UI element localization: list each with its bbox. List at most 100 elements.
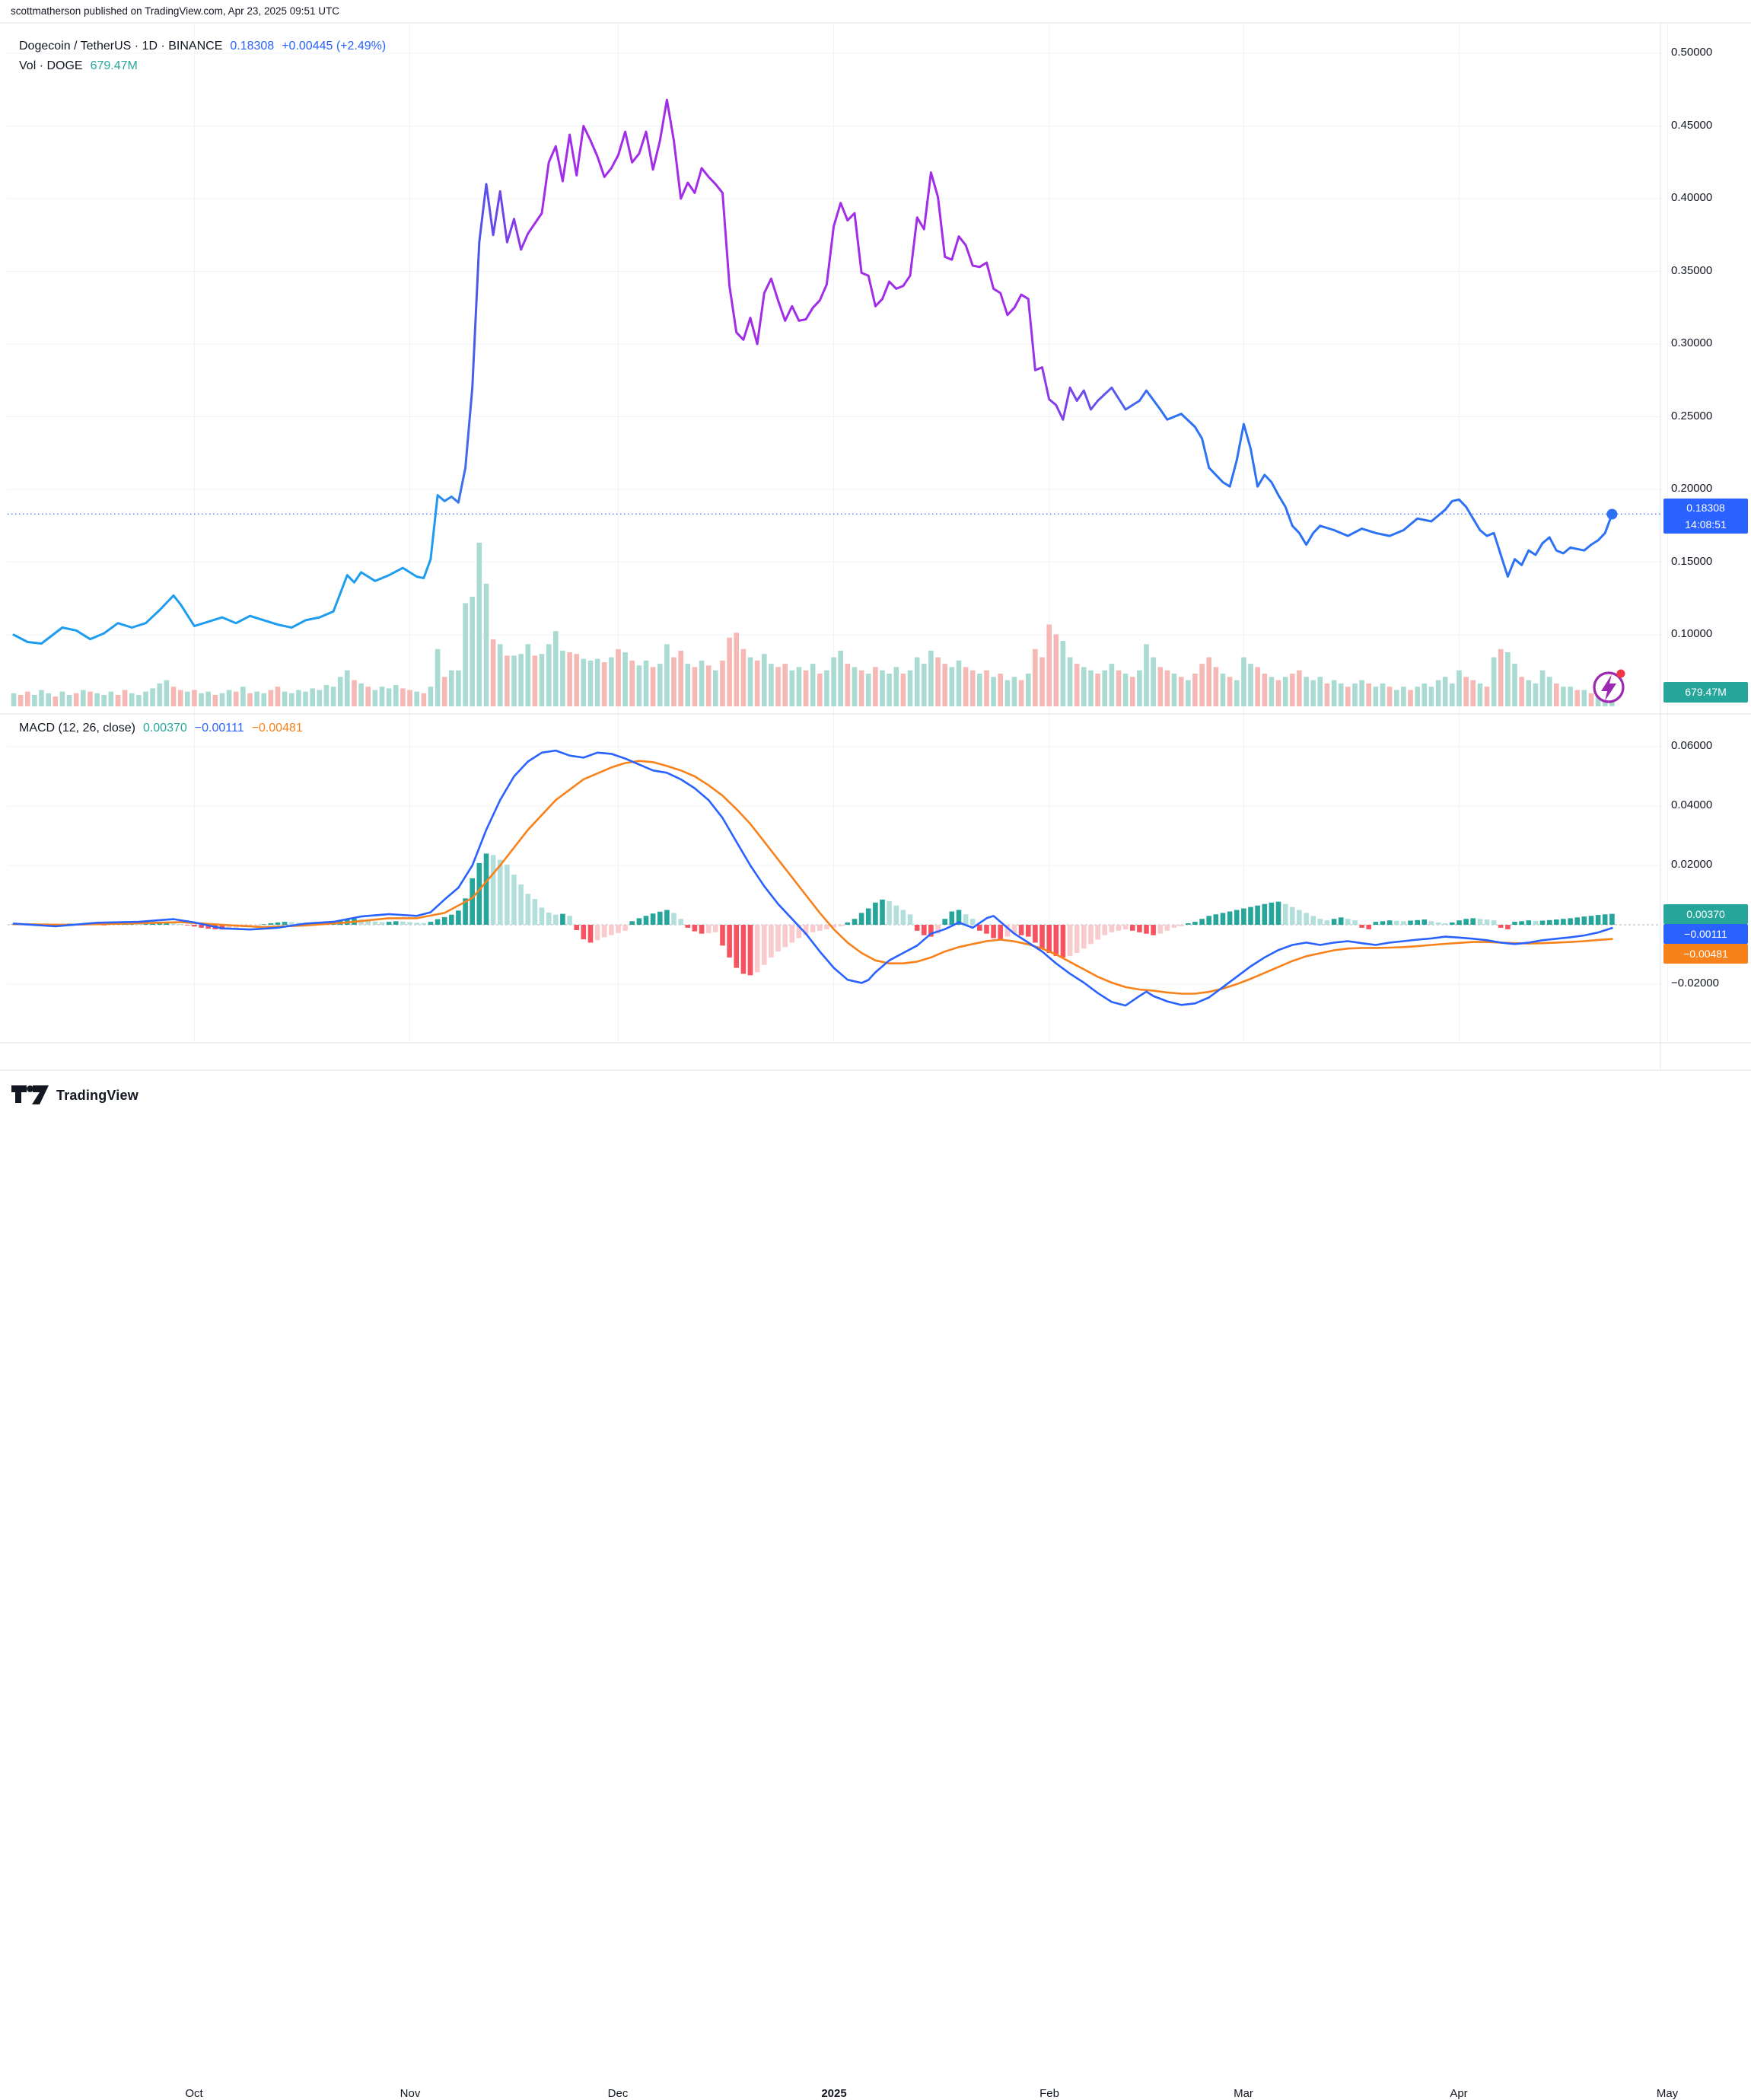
volume-bar (609, 658, 614, 707)
macd-histogram-bar (262, 924, 267, 925)
time-axis-label-may: May (1657, 2087, 1678, 2100)
volume-bar (143, 692, 148, 706)
macd-histogram-bar (991, 925, 996, 938)
macd-histogram-bar (1179, 925, 1184, 926)
time-axis-label-2025: 2025 (821, 2087, 846, 2100)
macd-histogram-bar (456, 910, 461, 925)
macd-histogram-bar (1095, 925, 1100, 940)
volume-bar (227, 690, 232, 707)
volume-bar (331, 687, 336, 706)
macd-histogram-bar (1248, 907, 1253, 925)
macd-histogram-bar (769, 925, 774, 958)
volume-bar (553, 631, 559, 706)
volume-bar (1255, 667, 1260, 706)
volume-bar (727, 638, 732, 706)
volume-bar (1429, 687, 1434, 706)
macd-histogram-bar (526, 894, 531, 925)
tradingview-published-chart: { "header": { "text": "scottmatherson pu… (0, 0, 1751, 1111)
macd-histogram-bar (1116, 925, 1122, 931)
macd-histogram-bar (1304, 913, 1309, 925)
volume-bar (518, 654, 524, 706)
macd-histogram-bar (1492, 920, 1497, 925)
macd-histogram-bar (414, 923, 419, 925)
macd-histogram-bar (1554, 919, 1559, 925)
volume-bar (1046, 625, 1052, 707)
macd-legend: MACD (12, 26, close)0.00370−0.00111−0.00… (19, 722, 303, 735)
volume-bar (616, 649, 621, 706)
volume-bar (32, 695, 37, 706)
volume-bar (1401, 687, 1406, 706)
time-axis-label-dec: Dec (608, 2087, 629, 2100)
volume-bar (53, 696, 59, 706)
macd-histogram-bar (762, 925, 767, 965)
volume-bar (734, 633, 739, 706)
volume-bar (970, 671, 976, 706)
macd-histogram-bar (533, 899, 538, 925)
volume-bar (1561, 687, 1566, 706)
volume-bar (158, 684, 163, 706)
volume-bar (171, 687, 177, 706)
volume-bar (435, 649, 441, 706)
macd-axis-label: −0.02000 (1671, 977, 1719, 989)
header-attribution: scottmatherson published on TradingView.… (11, 5, 339, 17)
macd-histogram-bar (1068, 925, 1073, 956)
volume-bar (957, 661, 962, 706)
macd-histogram-bar (1081, 925, 1087, 948)
tradingview-logo[interactable]: TradingView (11, 1084, 138, 1107)
volume-bar (164, 680, 170, 706)
macd-histogram-bar (1374, 922, 1379, 925)
volume-bar (797, 667, 802, 706)
volume-bar (88, 692, 93, 706)
macd-histogram-bar (1596, 915, 1601, 925)
macd-histogram-bar (435, 919, 441, 925)
events-lightning-button[interactable] (1594, 670, 1625, 703)
macd-histogram-bar (1054, 925, 1059, 956)
macd-histogram-bar (637, 918, 642, 925)
volume-bar (817, 674, 823, 706)
macd-histogram-bar (1366, 925, 1371, 929)
volume-bar (282, 692, 288, 706)
macd-histogram-bar (1519, 921, 1524, 925)
macd-histogram-bar (810, 925, 816, 932)
volume-bar (101, 695, 107, 706)
macd-histogram-bar (852, 919, 858, 925)
volume-bar (1519, 677, 1524, 706)
volume-bar (1144, 644, 1149, 706)
macd-hist-value: 0.00370 (143, 722, 187, 735)
volume-bar (414, 692, 419, 706)
macd-histogram-bar (1109, 925, 1115, 932)
volume-bar (1186, 680, 1191, 706)
volume-bar (1332, 680, 1337, 706)
volume-bar (671, 658, 677, 707)
macd-histogram-bar (1214, 914, 1219, 925)
macd-histogram-bar (1512, 922, 1517, 925)
volume-bar (116, 695, 121, 706)
macd-histogram-bar (470, 878, 475, 925)
volume-bar (39, 690, 44, 707)
volume-bar (1283, 677, 1288, 706)
volume-bar (407, 690, 412, 707)
chart-canvas[interactable] (0, 0, 1751, 1111)
volume-bar (588, 661, 594, 706)
macd-histogram-bar (1463, 919, 1469, 925)
volume-bar (1276, 680, 1281, 706)
time-axis-label-feb: Feb (1039, 2087, 1059, 2100)
volume-bar (1068, 658, 1073, 707)
volume-bar (449, 671, 454, 706)
current-price-value: 0.18308 (1663, 499, 1748, 516)
volume-bar (1227, 677, 1233, 706)
macd-histogram-bar (901, 910, 906, 926)
volume-bar (873, 667, 878, 706)
volume-bar (303, 692, 308, 706)
volume-bar (942, 664, 947, 706)
volume-bar (463, 604, 468, 706)
volume-bar (880, 671, 885, 706)
volume-bar (699, 661, 705, 706)
volume-bar (935, 658, 941, 707)
macd-histogram-bar (1199, 919, 1205, 925)
macd-histogram-bar (1234, 910, 1240, 926)
volume-bar (713, 671, 718, 706)
volume-bar (1269, 677, 1275, 706)
macd-histogram-bar (1450, 923, 1455, 925)
